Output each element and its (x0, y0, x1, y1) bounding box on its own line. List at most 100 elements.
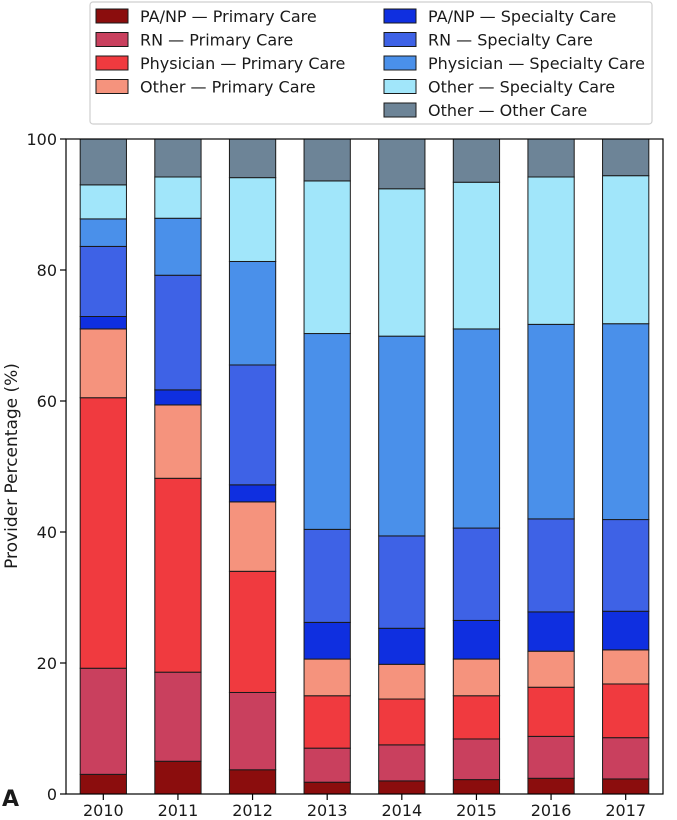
legend-label-other-specialty-care: Other — Specialty Care (428, 78, 615, 97)
bar-2015-physician-specialty-care (452, 328, 501, 529)
y-tick-label: 20 (37, 654, 57, 673)
bar-2017-pa-np-specialty-care (602, 610, 650, 651)
bar-2014-rn-primary-care (378, 744, 426, 782)
legend-swatch-rn-primary-care (95, 32, 129, 47)
bar-2011-other-other-care (154, 138, 202, 178)
bar-2017-rn-primary-care (602, 737, 650, 780)
legend-label-rn-primary-care: RN — Primary Care (140, 31, 293, 50)
legend-swatch-other-specialty-care (383, 79, 417, 94)
legend-swatch-other-primary-care (95, 79, 129, 94)
bar-2017-physician-primary-care (602, 683, 650, 739)
x-tick-label: 2015 (456, 801, 497, 820)
legend-swatch-rn-specialty-care (383, 32, 417, 47)
bar-2017-pa-np-primary-care (602, 778, 650, 795)
x-tick-label: 2013 (307, 801, 348, 820)
legend-box (89, 1, 653, 125)
bar-2011-rn-specialty-care (154, 274, 202, 391)
legend-label-pa-np-specialty-care: PA/NP — Specialty Care (428, 7, 616, 26)
bar-2013-physician-specialty-care (303, 333, 351, 530)
bar-2012-other-other-care (228, 138, 277, 179)
bar-2017-rn-specialty-care (602, 519, 650, 612)
bar-2017-physician-specialty-care (602, 323, 650, 521)
legend-label-other-primary-care: Other — Primary Care (140, 78, 316, 97)
bar-2010-other-other-care (79, 138, 127, 186)
y-tick-label: 0 (47, 785, 57, 804)
bars-group (79, 138, 650, 795)
bar-2010-pa-np-primary-care (79, 773, 127, 795)
bar-2013-pa-np-specialty-care (303, 621, 351, 660)
legend-label-physician-specialty-care: Physician — Specialty Care (428, 54, 645, 73)
x-tick-label: 2014 (381, 801, 422, 820)
bar-2012-other-specialty-care (228, 177, 277, 262)
bar-2010-rn-specialty-care (79, 245, 127, 317)
legend-label-pa-np-primary-care: PA/NP — Primary Care (140, 7, 317, 26)
bar-2010-physician-primary-care (79, 397, 127, 669)
x-tick-label: 2011 (158, 801, 199, 820)
bar-2013-other-specialty-care (303, 180, 351, 335)
plot-frame (65, 138, 664, 795)
legend: PA/NP — Primary Care RN — Primary Care Phy… (95, 7, 645, 120)
y-tick-label: 80 (37, 261, 57, 280)
y-tick-label: 60 (37, 392, 57, 411)
bar-2015-other-primary-care (452, 658, 501, 697)
bar-2012-physician-specialty-care (228, 260, 277, 366)
bar-2016-rn-primary-care (527, 735, 575, 779)
legend-label-physician-primary-care: Physician — Primary Care (140, 54, 345, 73)
bar-2014-pa-np-specialty-care (378, 627, 426, 665)
bar-2011-physician-specialty-care (154, 217, 202, 276)
x-tick-label: 2012 (232, 801, 273, 820)
x-axis: 2010 2011 2012 2013 2014 2015 2016 2017 (83, 794, 646, 820)
bar-2011-pa-np-primary-care (154, 760, 202, 795)
bar-2014-other-other-care (378, 138, 426, 190)
bar-2012-pa-np-specialty-care (228, 484, 277, 503)
bar-2014-other-specialty-care (378, 188, 426, 337)
legend-swatch-physician-specialty-care (383, 55, 417, 71)
legend-swatch-physician-primary-care (95, 55, 129, 71)
bar-2010-other-primary-care (79, 328, 127, 399)
bar-2014-rn-specialty-care (378, 535, 426, 629)
bar-2015-rn-specialty-care (452, 527, 501, 621)
bar-2016-physician-primary-care (527, 686, 575, 737)
bar-2015-pa-np-specialty-care (452, 619, 501, 660)
x-tick-label: 2017 (605, 801, 646, 820)
legend-swatch-pa-np-specialty-care (383, 8, 417, 24)
bar-2012-rn-specialty-care (228, 364, 277, 486)
bar-2012-other-primary-care (228, 501, 277, 572)
bar-2016-other-specialty-care (527, 176, 575, 325)
x-tick-label: 2016 (531, 801, 572, 820)
bar-2012-physician-primary-care (228, 570, 277, 693)
bar-2011-other-primary-care (154, 404, 202, 479)
bar-2011-physician-primary-care (154, 477, 202, 673)
y-tick-label: 40 (37, 523, 57, 542)
legend-label-rn-specialty-care: RN — Specialty Care (428, 31, 593, 50)
legend-swatch-other-other-care (383, 102, 417, 118)
bar-2013-physician-primary-care (303, 695, 351, 749)
bar-2010-pa-np-specialty-care (79, 316, 127, 330)
bar-2016-pa-np-specialty-care (527, 611, 575, 652)
bar-2012-rn-primary-care (228, 691, 277, 771)
y-axis-label: Provider Percentage (%) (2, 363, 22, 569)
legend-label-other-other-care: Other — Other Care (428, 101, 587, 120)
bar-2013-rn-primary-care (303, 747, 351, 783)
bar-2014-physician-primary-care (378, 698, 426, 746)
bar-2017-other-other-care (602, 138, 650, 177)
bar-2011-pa-np-specialty-care (154, 389, 202, 406)
bar-2016-rn-specialty-care (527, 518, 575, 613)
bar-2014-pa-np-primary-care (378, 780, 426, 795)
x-tick-label: 2010 (83, 801, 124, 820)
bar-2013-other-other-care (303, 138, 351, 182)
legend-swatch-pa-np-primary-care (95, 8, 129, 24)
bar-2016-other-other-care (527, 138, 575, 178)
bar-2013-pa-np-primary-care (303, 781, 351, 795)
bar-2015-physician-primary-care (452, 695, 501, 740)
bar-2012-pa-np-primary-care (228, 769, 277, 795)
bar-2015-other-other-care (452, 138, 501, 183)
y-tick-label: 100 (26, 130, 57, 149)
bar-2016-physician-specialty-care (527, 323, 575, 520)
bar-2013-rn-specialty-care (303, 528, 351, 623)
bar-2011-other-specialty-care (154, 176, 202, 219)
bar-2013-other-primary-care (303, 658, 351, 697)
bar-2011-rn-primary-care (154, 671, 202, 762)
bar-2014-physician-specialty-care (378, 335, 426, 537)
